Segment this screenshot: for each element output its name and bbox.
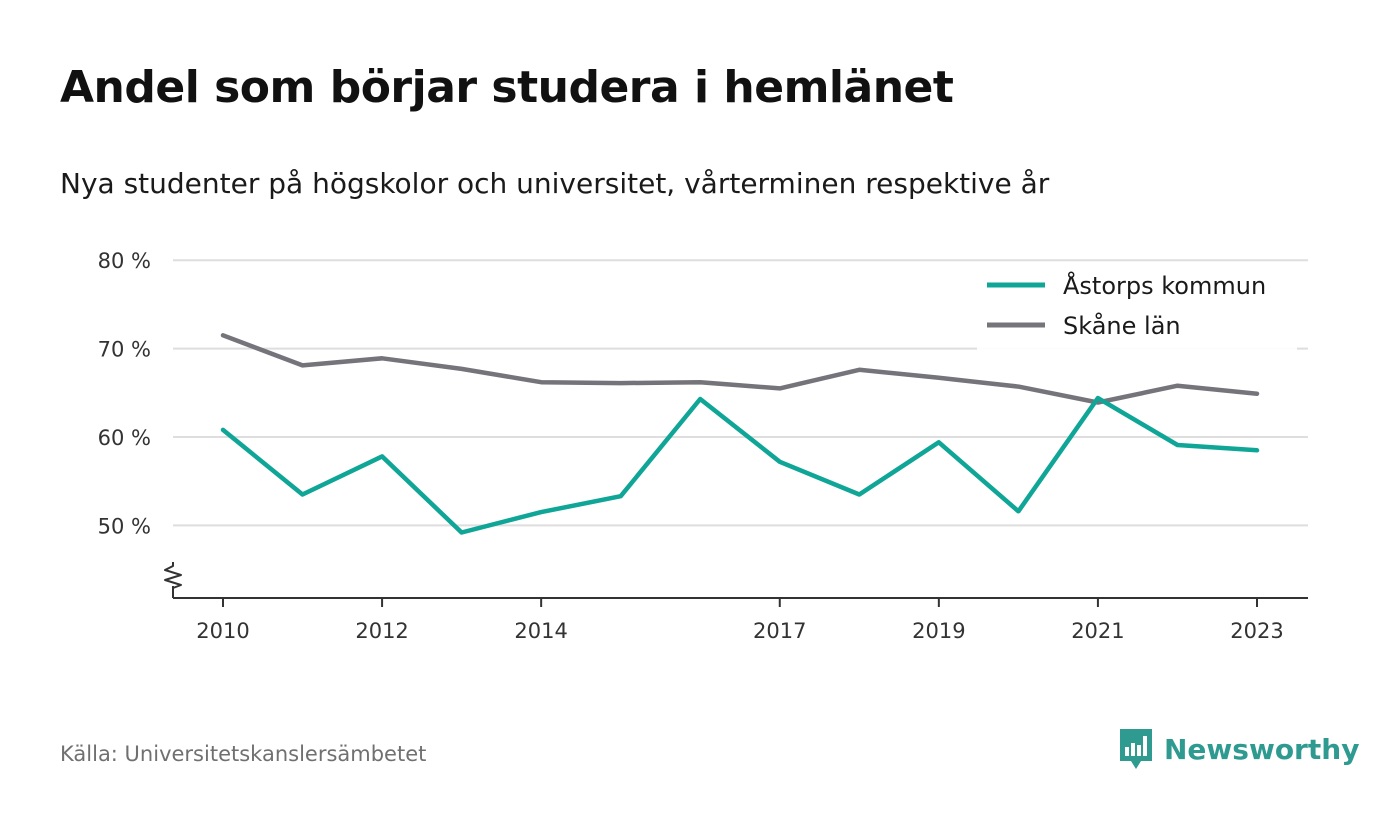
source-note: Källa: Universitetskanslersämbetet (60, 742, 427, 766)
series-line-skåne-län (220, 333, 1260, 405)
chart-title: Andel som börjar studera i hemlänet (60, 62, 954, 113)
brand-name: Newsworthy (1164, 732, 1360, 766)
legend: Åstorps kommun Skåne län (977, 262, 1297, 350)
y-tick-label: 80 % (98, 249, 151, 273)
legend-label: Skåne län (1063, 311, 1181, 340)
x-tick-label: 2017 (753, 619, 806, 643)
x-tick-label: 2014 (514, 619, 567, 643)
newsworthy-logo-icon (1120, 729, 1152, 769)
chart-subtitle: Nya studenter på högskolor och universit… (60, 167, 1050, 200)
y-tick-label: 50 % (98, 514, 151, 538)
x-tick-label: 2021 (1071, 619, 1124, 643)
series-line-åstorps-kommun (220, 395, 1260, 535)
y-tick-label: 70 % (98, 338, 151, 362)
legend-label: Åstorps kommun (1063, 271, 1266, 300)
x-tick-label: 2023 (1230, 619, 1283, 643)
series-lines (220, 333, 1260, 535)
y-tick-label: 60 % (98, 426, 151, 450)
line-chart: 50 % 60 % 70 % 80 % 2010 2012 2014 2017 2019 2021… (98, 249, 1308, 643)
x-tick-label: 2019 (912, 619, 965, 643)
x-tick-label: 2012 (355, 619, 408, 643)
legend-background (977, 262, 1297, 350)
axes: 50 % 60 % 70 % 80 % 2010 2012 2014 2017 2019 2021… (98, 249, 1308, 643)
axis-break-icon (164, 562, 182, 589)
brand-logo: Newsworthy (1118, 727, 1359, 771)
x-tick-label: 2010 (196, 619, 249, 643)
